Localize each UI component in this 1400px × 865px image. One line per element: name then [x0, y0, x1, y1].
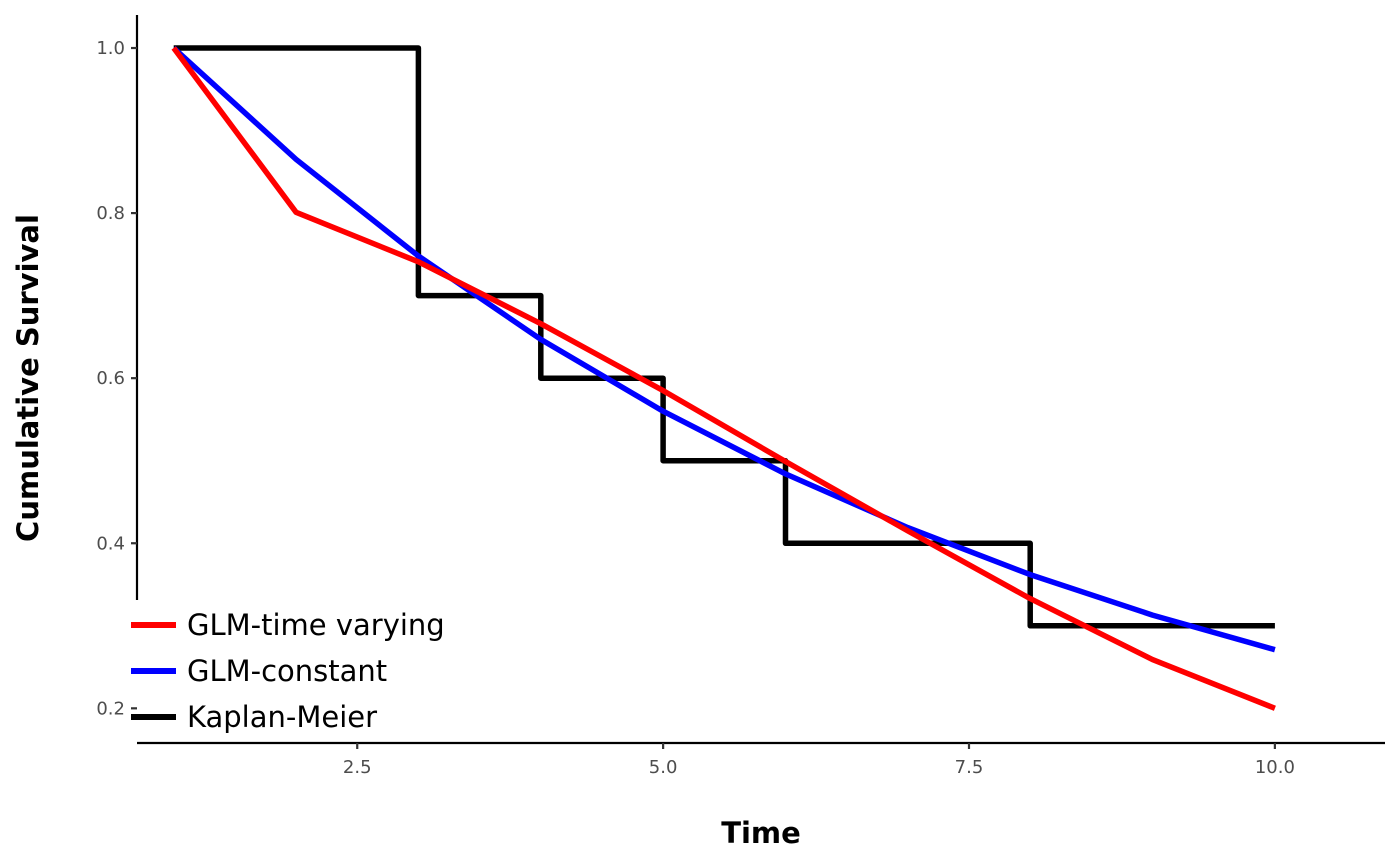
x-ticks: 2.5 5.0 7.5 10.0 [343, 743, 1295, 778]
x-tick-label: 2.5 [343, 757, 372, 778]
series-line-kaplan-meier [173, 45, 1275, 629]
legend-label-glm-constant: GLM-constant [187, 654, 387, 688]
series-line-glm-constant [171, 45, 1276, 653]
x-tick-label: 10.0 [1255, 757, 1295, 778]
legend-label-glm-time-varying: GLM-time varying [187, 608, 445, 642]
x-tick-label: 5.0 [649, 757, 678, 778]
y-tick-label: 0.6 [96, 368, 125, 389]
plot-area [171, 45, 1276, 711]
x-tick-label: 7.5 [955, 757, 984, 778]
y-tick-label: 0.8 [96, 203, 125, 224]
series-line-glm-time-varying [171, 46, 1276, 711]
axes [135, 15, 1385, 745]
y-ticks: 0.2 0.4 0.6 0.8 1.0 [96, 38, 137, 719]
x-axis-title: Time [721, 816, 801, 850]
y-axis-title: Cumulative Survival [11, 214, 45, 542]
y-tick-label: 1.0 [96, 38, 125, 59]
legend-label-kaplan-meier: Kaplan-Meier [187, 700, 377, 734]
legend: GLM-time varying GLM-constant Kaplan-Meier [131, 608, 445, 734]
y-tick-label: 0.2 [96, 698, 125, 719]
y-tick-label: 0.4 [96, 533, 125, 554]
